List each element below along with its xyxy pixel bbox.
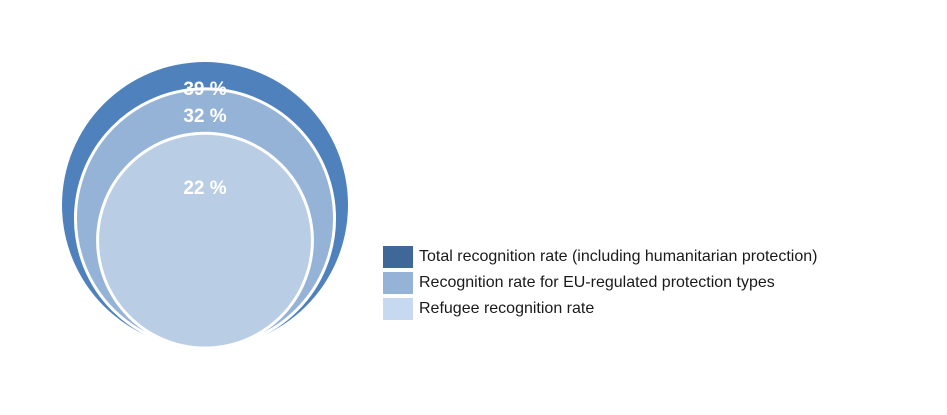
label-eu-regulated: 32 % bbox=[183, 106, 226, 127]
legend-item-refugee: Refugee recognition rate bbox=[383, 296, 817, 322]
label-total-recognition: 39 % bbox=[183, 79, 226, 100]
legend-swatch-total bbox=[383, 246, 413, 268]
legend-item-eu-regulated: Recognition rate for EU-regulated protec… bbox=[383, 270, 817, 296]
label-refugee: 22 % bbox=[183, 178, 226, 199]
legend-swatch-refugee bbox=[383, 298, 413, 320]
legend-label-refugee: Refugee recognition rate bbox=[419, 300, 595, 317]
circle-refugee bbox=[96, 131, 314, 350]
legend-label-total: Total recognition rate (including humani… bbox=[419, 248, 818, 265]
legend: Total recognition rate (including humani… bbox=[383, 244, 817, 322]
legend-item-total: Total recognition rate (including humani… bbox=[383, 244, 817, 270]
legend-swatch-eu-regulated bbox=[383, 272, 413, 294]
legend-label-eu-regulated: Recognition rate for EU-regulated protec… bbox=[419, 274, 775, 291]
